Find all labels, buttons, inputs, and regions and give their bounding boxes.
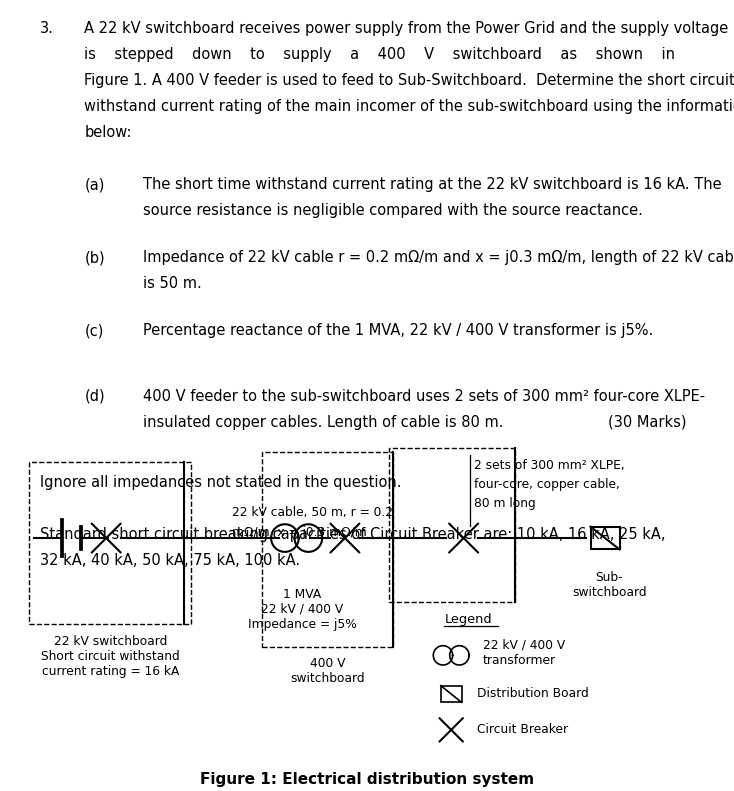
Text: (d): (d) — [84, 388, 105, 403]
Text: 32 kA, 40 kA, 50 kA, 75 kA, 100 kA.: 32 kA, 40 kA, 50 kA, 75 kA, 100 kA. — [40, 553, 300, 568]
Text: source resistance is negligible compared with the source reactance.: source resistance is negligible compared… — [143, 203, 643, 218]
Text: 22 kV / 400 V
transformer: 22 kV / 400 V transformer — [483, 638, 565, 667]
Text: 2 sets of 300 mm² XLPE,: 2 sets of 300 mm² XLPE, — [474, 459, 625, 471]
Text: below:: below: — [84, 125, 132, 140]
Text: (c): (c) — [84, 324, 103, 339]
Text: Figure 1. A 400 V feeder is used to feed to Sub-Switchboard.  Determine the shor: Figure 1. A 400 V feeder is used to feed… — [84, 73, 734, 88]
Text: (30 Marks): (30 Marks) — [608, 414, 686, 430]
Text: 400 V
switchboard: 400 V switchboard — [291, 657, 365, 685]
Text: 3.: 3. — [40, 21, 54, 36]
Text: Standard short circuit breaking capacities of Circuit Breaker are: 10 kA, 16 kA,: Standard short circuit breaking capaciti… — [40, 527, 666, 542]
Text: Legend: Legend — [444, 612, 492, 626]
Text: Circuit Breaker: Circuit Breaker — [477, 723, 569, 736]
Text: Percentage reactance of the 1 MVA, 22 kV / 400 V transformer is j5%.: Percentage reactance of the 1 MVA, 22 kV… — [143, 324, 653, 339]
Text: 22 kV cable, 50 m, r = 0.2: 22 kV cable, 50 m, r = 0.2 — [233, 505, 393, 519]
Text: Impedance of 22 kV cable r = 0.2 mΩ/m and x = j0.3 mΩ/m, length of 22 kV cable: Impedance of 22 kV cable r = 0.2 mΩ/m an… — [143, 250, 734, 265]
Text: withstand current rating of the main incomer of the sub-switchboard using the in: withstand current rating of the main inc… — [84, 99, 734, 114]
Text: is    stepped    down    to    supply    a    400    V    switchboard    as    s: is stepped down to supply a 400 V switch… — [84, 47, 675, 62]
Text: 80 m long: 80 m long — [474, 498, 536, 510]
Text: 22 kV switchboard
Short circuit withstand
current rating = 16 kA: 22 kV switchboard Short circuit withstan… — [41, 634, 180, 678]
Text: Distribution Board: Distribution Board — [477, 687, 589, 701]
Text: 1 MVA
22 kV / 400 V
Impedance = j5%: 1 MVA 22 kV / 400 V Impedance = j5% — [248, 588, 357, 630]
Text: (a): (a) — [84, 177, 105, 192]
Text: A 22 kV switchboard receives power supply from the Power Grid and the supply vol: A 22 kV switchboard receives power suppl… — [84, 21, 729, 36]
Text: Ignore all impedances not stated in the question.: Ignore all impedances not stated in the … — [40, 475, 402, 490]
Text: The short time withstand current rating at the 22 kV switchboard is 16 kA. The: The short time withstand current rating … — [143, 177, 722, 192]
Text: insulated copper cables. Length of cable is 80 m.: insulated copper cables. Length of cable… — [143, 414, 504, 430]
Text: (b): (b) — [84, 250, 105, 265]
Text: Figure 1: Electrical distribution system: Figure 1: Electrical distribution system — [200, 772, 534, 787]
Text: is 50 m.: is 50 m. — [143, 276, 202, 291]
Text: 400 V feeder to the sub-switchboard uses 2 sets of 300 mm² four-core XLPE-: 400 V feeder to the sub-switchboard uses… — [143, 388, 705, 403]
Text: Sub-
switchboard: Sub- switchboard — [572, 571, 647, 599]
Text: mΩ/m, x = j0.3 mΩ/m: mΩ/m, x = j0.3 mΩ/m — [233, 527, 367, 539]
Text: four-core, copper cable,: four-core, copper cable, — [474, 478, 619, 491]
